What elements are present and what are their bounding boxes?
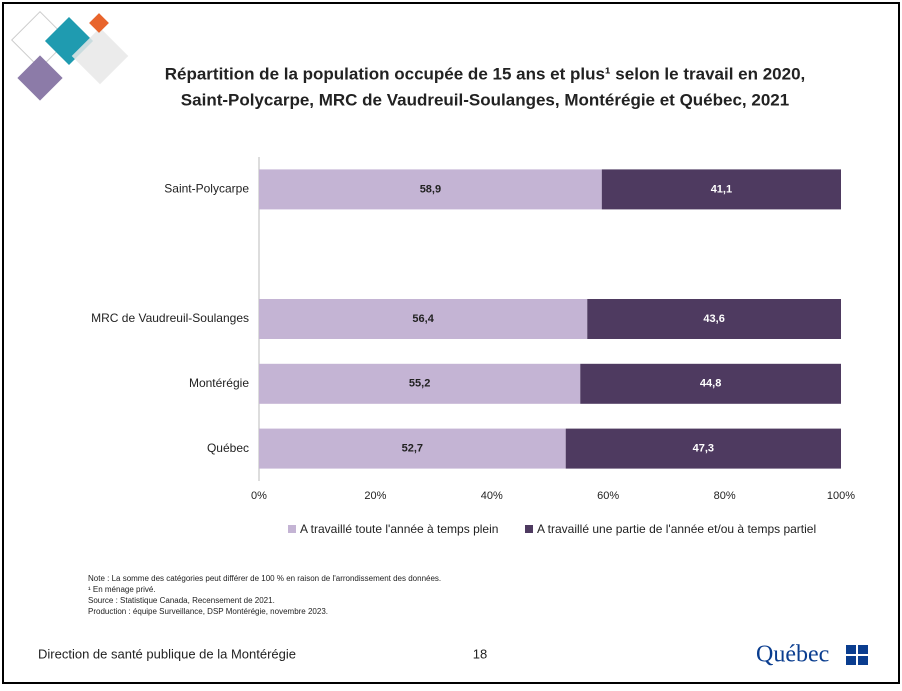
value-label: 41,1	[711, 183, 732, 195]
y-tick-label: MRC de Vaudreuil-Soulanges	[91, 311, 249, 325]
footer: Direction de santé publique de la Montér…	[38, 642, 868, 668]
value-label: 56,4	[412, 313, 434, 325]
legend-swatch	[525, 525, 533, 533]
x-tick-label: 40%	[481, 490, 503, 502]
footer-organization: Direction de santé publique de la Montér…	[38, 646, 296, 661]
y-tick-label: Montérégie	[189, 376, 249, 390]
x-tick-label: 0%	[251, 490, 267, 502]
legend-label: A travaillé une partie de l'année et/ou …	[537, 522, 816, 536]
value-label: 55,2	[409, 378, 430, 390]
chart-title: Répartition de la population occupée de …	[165, 64, 806, 83]
legend-label: A travaillé toute l'année à temps plein	[300, 522, 498, 536]
x-tick-label: 60%	[597, 490, 619, 502]
value-label: 44,8	[700, 378, 721, 390]
chart-title: Saint-Polycarpe, MRC de Vaudreuil-Soulan…	[181, 90, 789, 109]
y-tick-label: Saint-Polycarpe	[164, 182, 249, 196]
logo-text: Québec	[756, 642, 829, 668]
slide: Répartition de la population occupée de …	[0, 0, 902, 686]
y-tick-label: Québec	[207, 441, 249, 455]
note: ¹ En ménage privé.	[88, 585, 156, 594]
note: Production : équipe Surveillance, DSP Mo…	[88, 607, 328, 616]
x-tick-label: 20%	[364, 490, 386, 502]
x-tick-label: 80%	[714, 490, 736, 502]
page-number: 18	[473, 646, 487, 661]
value-label: 43,6	[703, 313, 724, 325]
legend-swatch	[288, 525, 296, 533]
note: Note : La somme des catégories peut diff…	[88, 574, 441, 583]
value-label: 47,3	[693, 443, 714, 455]
value-label: 52,7	[402, 443, 423, 455]
logo-flag	[846, 645, 868, 665]
decoration	[12, 12, 129, 101]
note: Source : Statistique Canada, Recensement…	[88, 596, 275, 605]
x-tick-label: 100%	[827, 490, 855, 502]
value-label: 58,9	[420, 183, 441, 195]
